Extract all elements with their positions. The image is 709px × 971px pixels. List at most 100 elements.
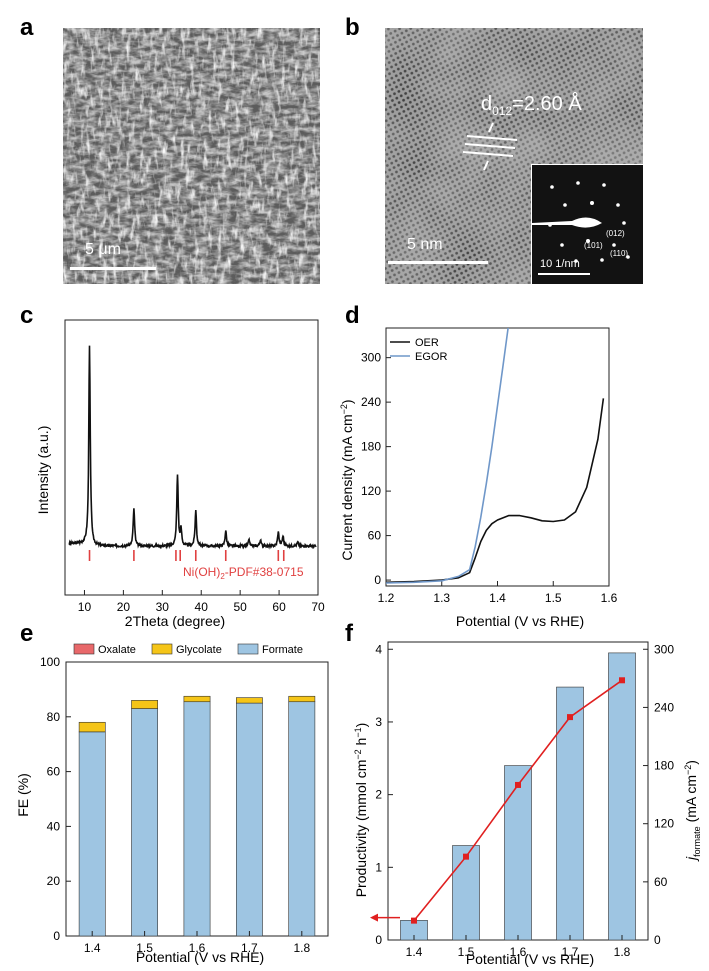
lsv-xtick-label: 1.6 [601, 591, 618, 605]
chart-lsv: 1.2 1.3 1.4 1.5 1.6 0 60 120 180 240 300 Potential… [339, 327, 618, 629]
saed-scale-label: 10 1/nm [540, 258, 580, 270]
panel-label-d: d [345, 302, 360, 329]
lsv-series-oer [386, 398, 605, 584]
fe-xlabel: Potential (V vs RHE) [136, 949, 264, 965]
xrd-xtick-label: 70 [311, 600, 325, 614]
legend-label-oxalate: Oxalate [98, 644, 136, 656]
panel-label-b: b [345, 14, 360, 41]
chart-productivity: 0 1 2 3 4 0 60 120 180 240 300 1.4 1.5 1.6 1.7 1.8 Pote… [353, 641, 702, 967]
lsv-plot-frame [385, 327, 610, 587]
legend-label-egor: EGOR [415, 351, 447, 363]
prod-bar [556, 686, 584, 941]
fe-ytick-label: 40 [47, 819, 61, 833]
fe-bar-glycolate [131, 700, 159, 709]
saed-pattern: (012) (101) (110) 10 1/nm [532, 181, 630, 275]
lsv-xlabel: Potential (V vs RHE) [456, 613, 584, 629]
xrd-ylabel: Intensity (a.u.) [35, 426, 51, 515]
legend-swatch-glycolate [151, 643, 173, 655]
panel-label-a: a [20, 14, 34, 41]
lsv-series-egor [386, 328, 509, 584]
fe-xtick-label: 1.8 [293, 941, 310, 955]
chart-fe: 0 20 40 60 80 100 1.4 1.5 1.6 1.7 1.8 Potential (V… [15, 643, 329, 965]
prod-y2tick-label: 120 [654, 817, 674, 831]
sem-scale-bar [70, 267, 156, 270]
fe-bar-glycolate [236, 697, 263, 704]
fe-ylabel: FE (%) [15, 773, 31, 817]
prod-xtick-label: 1.5 [458, 945, 475, 959]
panel-label-f: f [345, 620, 353, 647]
panel-label-c: c [20, 302, 34, 329]
xrd-xtick-label: 60 [272, 600, 286, 614]
fe-xtick-label: 1.7 [241, 941, 258, 955]
legend-label-glycolate: Glycolate [176, 644, 222, 656]
jformate-point [515, 781, 521, 788]
fe-ytick-label: 60 [47, 765, 61, 779]
fe-ytick-label: 0 [53, 929, 60, 943]
fe-bar-glycolate [78, 721, 106, 733]
saed-scale-bar [538, 273, 590, 275]
xrd-xtick-label: 20 [117, 600, 131, 614]
fe-ytick-label: 80 [47, 710, 61, 724]
lsv-ytick-label: 120 [361, 484, 381, 498]
prod-bar [452, 845, 480, 941]
sem-texture [63, 28, 320, 284]
jformate-point [567, 714, 573, 721]
fe-bar-glycolate [183, 695, 211, 703]
fe-bar-formate [236, 702, 263, 937]
prod-bar [504, 765, 532, 941]
lsv-ytick-label: 180 [361, 440, 381, 454]
lsv-xtick-label: 1.2 [378, 591, 395, 605]
xrd-plot-frame [64, 319, 319, 596]
fe-bar-formate [131, 708, 159, 937]
saed-label-110: (110) [610, 249, 628, 258]
prod-xtick-label: 1.4 [406, 945, 423, 959]
xrd-reference-label: Ni(OH)2-PDF#38-0715 [183, 565, 304, 581]
lsv-ytick-label: 0 [374, 573, 381, 587]
panel-label-e: e [20, 620, 34, 647]
sem-image: 5 μm [63, 28, 320, 284]
beam-stop [532, 217, 602, 228]
axis-arrow-icon [370, 913, 378, 922]
prod-ytick-label: 1 [375, 860, 382, 874]
lsv-xtick-label: 1.3 [433, 591, 450, 605]
xrd-pattern-line [68, 345, 317, 550]
fe-xtick-label: 1.6 [189, 941, 206, 955]
lsv-ytick-label: 300 [361, 351, 381, 365]
prod-xtick-label: 1.7 [562, 945, 579, 959]
xrd-xlabel: 2Theta (degree) [125, 613, 225, 629]
saed-inset: (012) (101) (110) 10 1/nm [531, 164, 643, 284]
lsv-xtick-label: 1.4 [489, 591, 506, 605]
saed-label-101: (101) [584, 241, 603, 250]
legend-label-formate: Formate [262, 644, 303, 656]
saed-label-012: (012) [606, 229, 625, 238]
tem-image: d012=2.60 Å 5 nm (012) (101) (110) 10 1/… [385, 28, 643, 284]
legend-swatch-oxalate [73, 643, 95, 655]
jformate-point [619, 677, 625, 684]
prod-bar [608, 652, 636, 941]
chart-xrd: 10 20 30 40 50 60 70 2Theta (degree) Intensity… [35, 319, 325, 629]
lsv-xtick-label: 1.5 [545, 591, 562, 605]
lsv-ylabel: Current density (mA cm−2) [339, 399, 355, 560]
prod-y2tick-label: 0 [654, 933, 661, 947]
xrd-xtick-label: 30 [156, 600, 170, 614]
lsv-ytick-label: 60 [368, 529, 382, 543]
fe-xtick-label: 1.5 [136, 941, 153, 955]
prod-ytick-label: 2 [375, 788, 382, 802]
fe-bar-formate [288, 701, 316, 937]
prod-xlabel: Potential (V vs RHE) [466, 951, 594, 967]
fe-bar-glycolate [288, 695, 316, 703]
xrd-xtick-label: 50 [233, 600, 247, 614]
fe-bar-formate [183, 701, 211, 937]
lsv-legend: OER EGOR [390, 337, 447, 363]
fe-ytick-label: 20 [47, 874, 61, 888]
sem-scale-label: 5 μm [85, 241, 121, 258]
tem-scale-bar [388, 261, 488, 264]
prod-xtick-label: 1.6 [510, 945, 527, 959]
prod-y2label: jformate (mA cm−2) [683, 760, 702, 862]
d-spacing-marker [462, 122, 518, 171]
tem-scale-label: 5 nm [407, 236, 443, 253]
prod-ylabel: Productivity (mmol cm−2 h−1) [353, 723, 369, 898]
lsv-ytick-label: 240 [361, 395, 381, 409]
prod-y2tick-label: 240 [654, 700, 674, 714]
prod-ytick-label: 3 [375, 715, 382, 729]
